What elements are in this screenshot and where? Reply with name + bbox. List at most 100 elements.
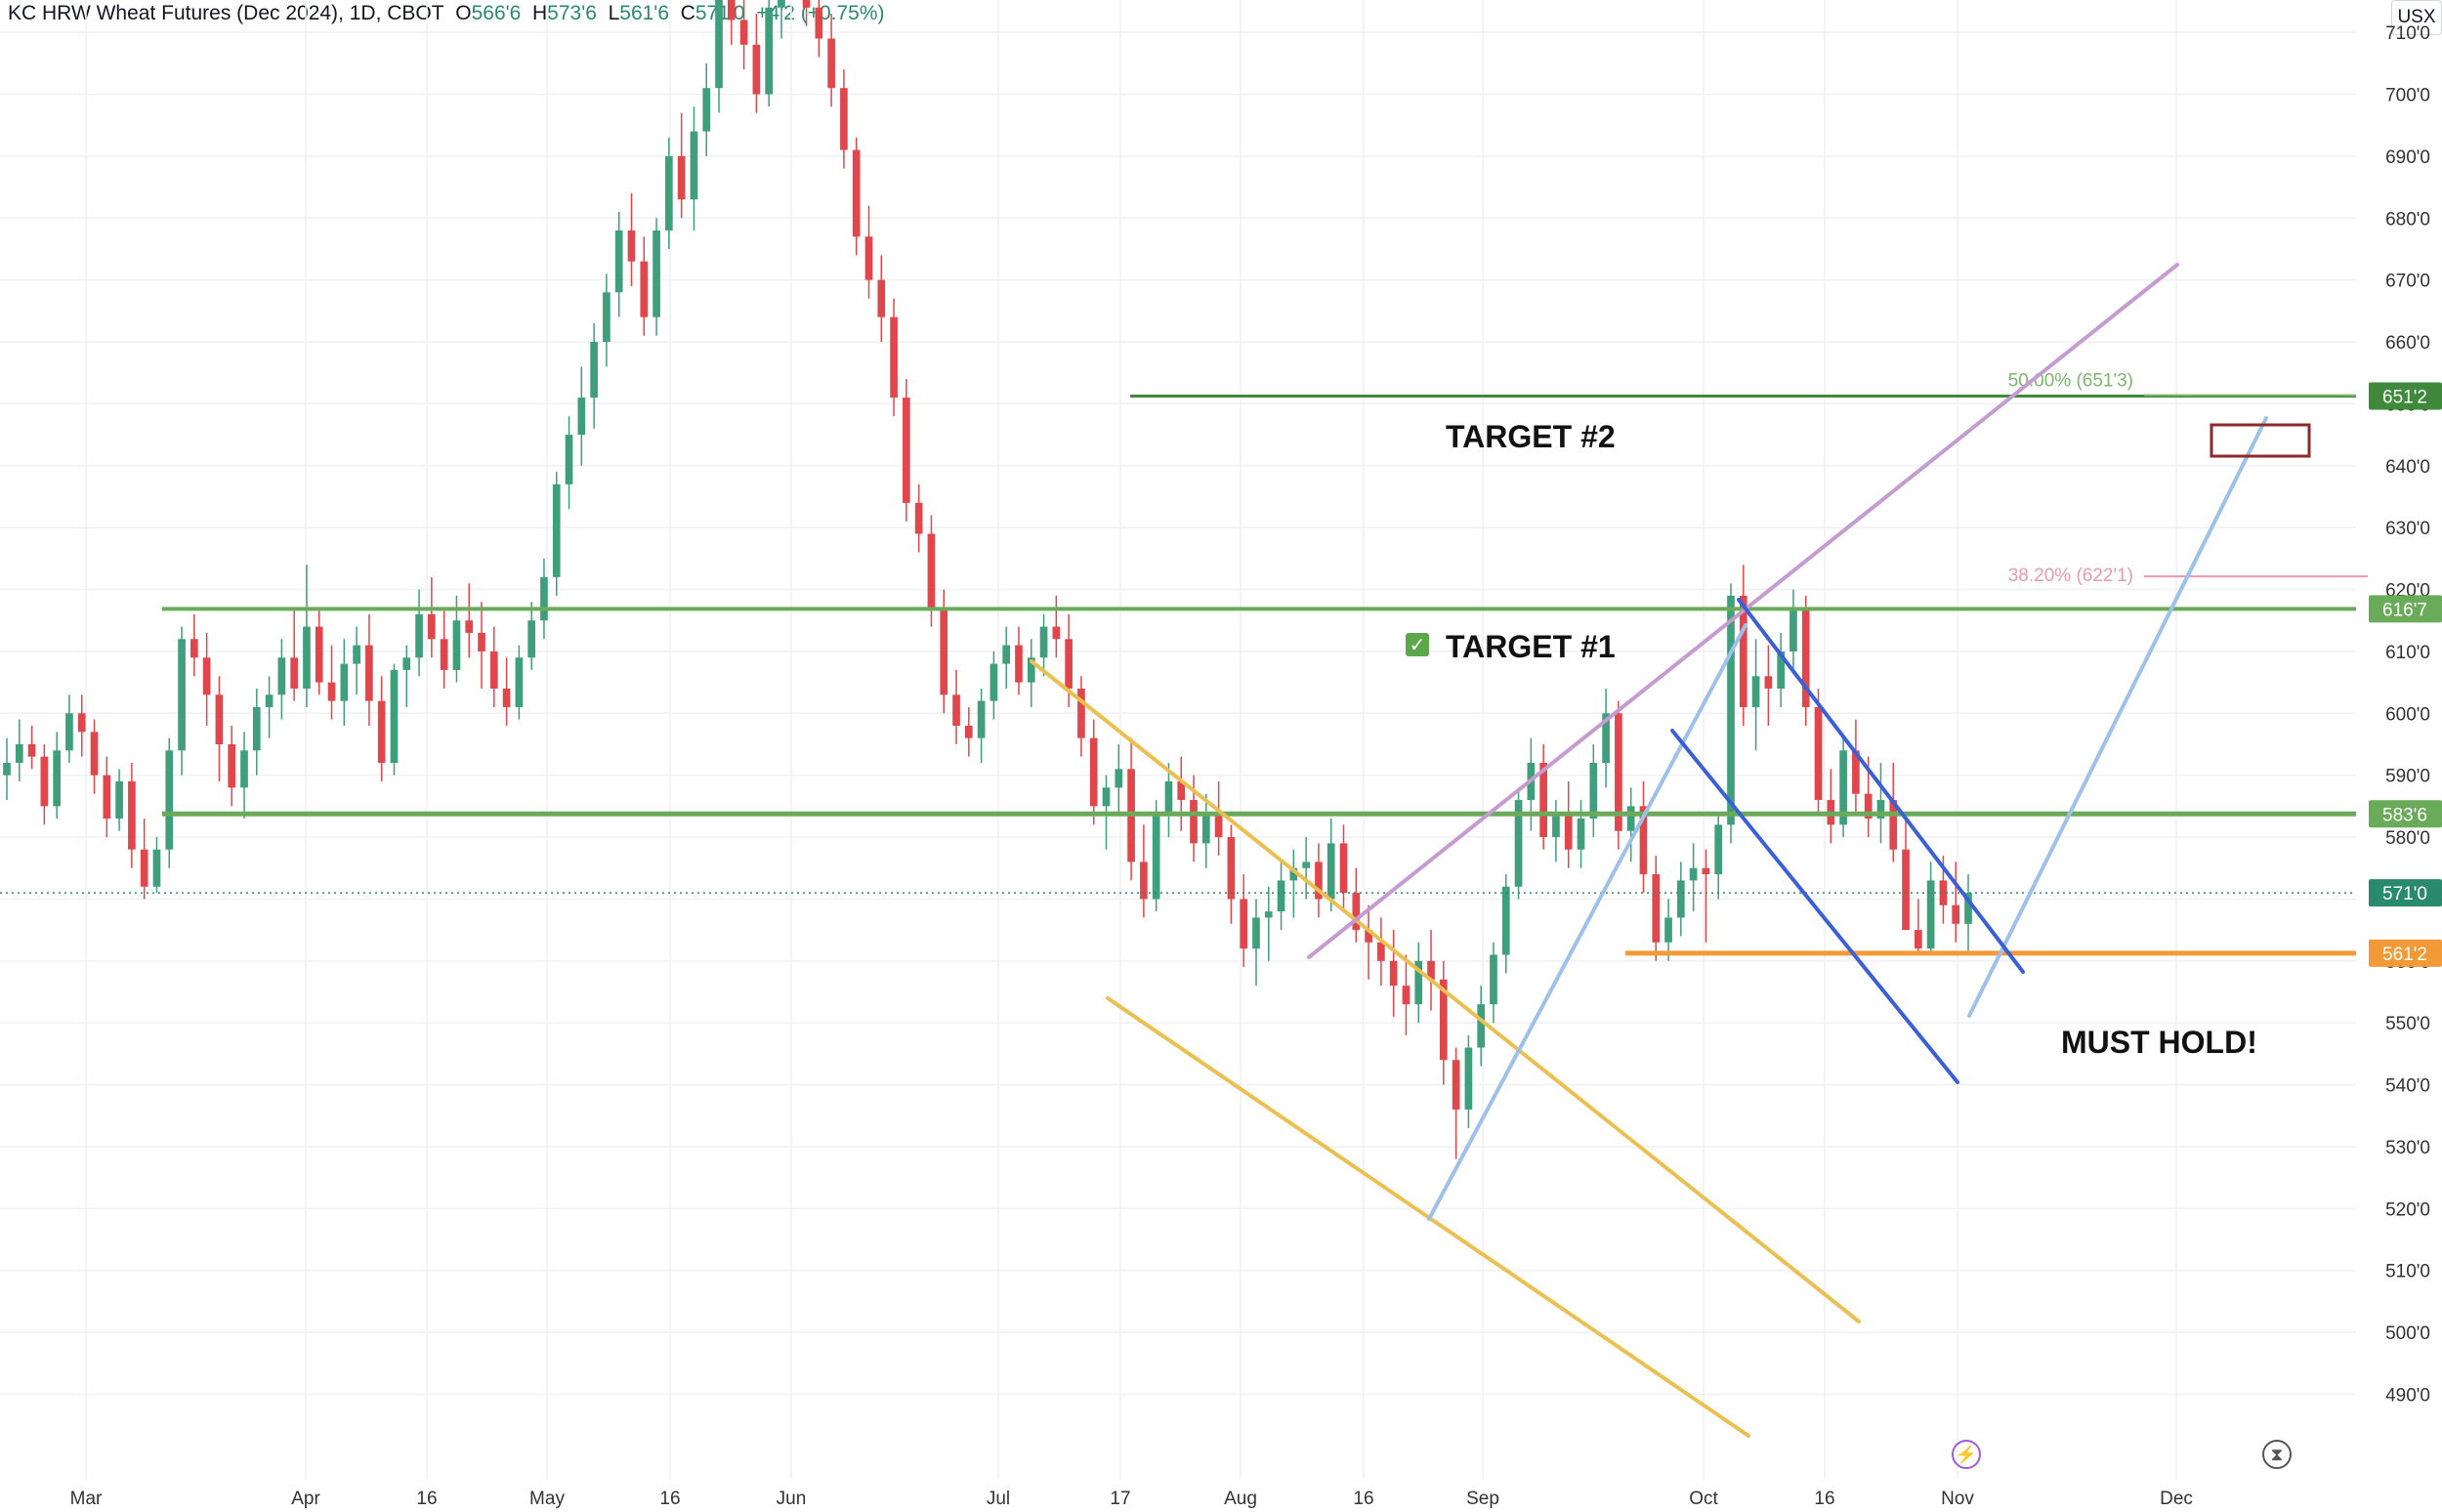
candle-body — [1639, 806, 1648, 875]
candle-body — [77, 713, 86, 733]
candle-body — [440, 639, 448, 670]
candle-body — [53, 750, 61, 807]
candle-body — [140, 849, 148, 887]
blue-channel-upper — [1737, 598, 2025, 974]
y-tick-label: 500'0 — [2385, 1323, 2430, 1344]
candle-body — [365, 645, 373, 701]
candle-body — [1589, 763, 1598, 819]
candle-body — [252, 706, 261, 751]
y-tick-label: 540'0 — [2385, 1076, 2430, 1097]
candle-body — [1939, 880, 1948, 905]
candle-body — [1015, 645, 1023, 683]
candle-body — [40, 756, 49, 807]
y-tick-label: 580'0 — [2385, 828, 2430, 849]
candle-body — [603, 292, 610, 343]
candle-body — [952, 694, 960, 726]
candle-body — [1664, 917, 1672, 943]
candle-body — [290, 657, 299, 689]
currency-button[interactable]: USX — [2391, 0, 2442, 35]
candle-body — [128, 781, 136, 850]
candle-body — [877, 279, 886, 317]
candle-body — [1427, 960, 1435, 980]
target2-label: TARGET #2 — [1446, 419, 1616, 454]
candle-body — [715, 0, 723, 89]
candle-body — [1414, 960, 1423, 1005]
candle-body — [27, 743, 36, 757]
candle-body — [1514, 800, 1523, 887]
candle-body — [215, 694, 224, 744]
candle-body — [1889, 800, 1898, 850]
price-badge-label: 561'2 — [2382, 945, 2427, 965]
candle-body — [552, 483, 561, 577]
candle-body — [515, 657, 524, 707]
candle-body — [1339, 843, 1348, 894]
lightning-icon[interactable]: ⚡ — [1952, 1440, 1981, 1469]
candle-body — [964, 725, 973, 738]
x-tick-label: Aug — [1224, 1489, 1257, 1509]
y-tick-label: 510'0 — [2385, 1262, 2430, 1282]
candle-body — [1852, 750, 1860, 794]
candle-body — [190, 639, 198, 658]
blue-channel-lower — [1670, 729, 1959, 1084]
y-tick-label: 700'0 — [2385, 86, 2430, 106]
y-tick-label: 690'0 — [2385, 147, 2430, 168]
yellow-channel-upper — [1030, 659, 1861, 1323]
candle-body — [1240, 899, 1248, 949]
candle-body — [1190, 800, 1198, 844]
candle-body — [1777, 651, 1785, 689]
candle-body — [1089, 737, 1098, 807]
candle-body — [702, 88, 711, 132]
candle-body — [914, 502, 923, 534]
candle-body — [1302, 861, 1310, 868]
candle-body — [1577, 819, 1585, 850]
price-badge-label: 583'6 — [2382, 805, 2427, 825]
candle-body — [1615, 713, 1622, 831]
candle-body — [1439, 979, 1448, 1061]
price-badge — [2369, 382, 2442, 410]
candle-body — [115, 781, 123, 819]
price-badge-label: 616'7 — [2382, 600, 2427, 620]
candle-body — [1052, 626, 1061, 640]
candle-body — [765, 7, 774, 95]
y-tick-label: 610'0 — [2385, 643, 2430, 663]
candle-body — [690, 131, 698, 200]
hourglass-icon[interactable]: ⧗ — [2262, 1440, 2292, 1469]
y-tick-label: 680'0 — [2385, 209, 2430, 230]
x-tick-label: 16 — [1353, 1489, 1373, 1509]
candle-body — [1377, 942, 1385, 961]
y-tick-label: 550'0 — [2385, 1014, 2430, 1034]
candle-body — [465, 620, 474, 633]
low-value: 561'6 — [619, 2, 669, 24]
candle-body — [390, 669, 399, 764]
high-label: H — [532, 2, 548, 24]
candle-body — [1315, 861, 1323, 900]
candle-body — [1264, 911, 1273, 918]
candle-body — [989, 663, 998, 701]
candle-body — [452, 620, 461, 670]
candle-body — [1389, 960, 1398, 987]
x-tick-label: Jun — [777, 1489, 807, 1509]
candle-body — [752, 44, 761, 95]
candle-body — [1326, 843, 1335, 900]
candle-body — [1539, 763, 1547, 838]
candle-body — [428, 613, 436, 640]
candle-body — [1477, 1004, 1486, 1048]
candle-body — [502, 688, 511, 707]
candle-body — [1751, 676, 1760, 707]
candle-body — [1552, 812, 1560, 838]
price-badge-label: 651'2 — [2382, 387, 2427, 407]
candle-body — [1801, 608, 1810, 707]
price-badge — [2369, 800, 2442, 828]
candle-body — [1602, 713, 1610, 764]
candle-body — [1027, 657, 1035, 683]
open-label: O — [455, 2, 472, 24]
x-tick-label: 16 — [659, 1489, 680, 1509]
x-tick-label: Apr — [291, 1489, 320, 1509]
x-tick-label: Sep — [1466, 1489, 1499, 1509]
candle-body — [1739, 595, 1747, 707]
y-tick-label: 590'0 — [2385, 767, 2430, 787]
candle-body — [202, 657, 211, 695]
y-tick-label: 710'0 — [2385, 23, 2430, 44]
candle-body — [802, 0, 811, 8]
